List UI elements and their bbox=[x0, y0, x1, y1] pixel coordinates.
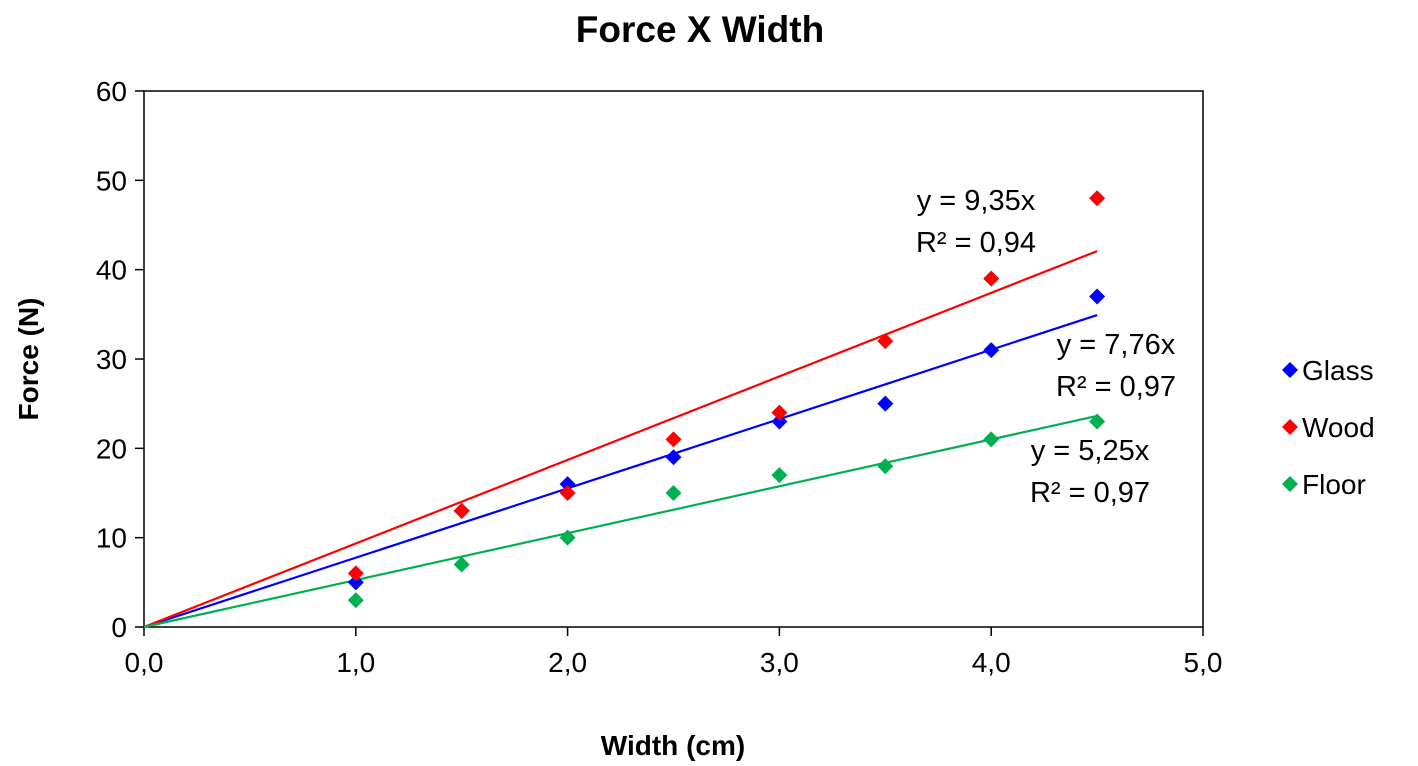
x-tick-label: 3,0 bbox=[760, 647, 799, 678]
y-axis-title: Force (N) bbox=[13, 298, 44, 421]
wood-trendline bbox=[143, 250, 1098, 629]
legend-label: Floor bbox=[1302, 469, 1366, 500]
y-tick-label: 30 bbox=[96, 344, 127, 375]
chart-title: Force X Width bbox=[576, 9, 824, 50]
y-tick-label: 0 bbox=[111, 612, 127, 643]
wood-trendline-equation: y = 9,35x bbox=[917, 185, 1036, 217]
legend-item-glass: Glass bbox=[1282, 355, 1374, 386]
y-tick-label: 40 bbox=[96, 255, 127, 286]
glass-trendline-equation: y = 7,76x bbox=[1057, 329, 1176, 361]
glass-data-point bbox=[771, 413, 788, 430]
wood-data-point bbox=[771, 404, 788, 421]
y-tick-label: 60 bbox=[96, 76, 127, 107]
x-tick-label: 1,0 bbox=[336, 647, 375, 678]
plot-area bbox=[143, 90, 1204, 628]
legend-label: Wood bbox=[1302, 412, 1375, 443]
wood-data-point bbox=[559, 485, 576, 501]
legend: Glass Wood Floor bbox=[1282, 355, 1375, 500]
glass-data-point bbox=[665, 449, 682, 466]
floor-data-point bbox=[347, 592, 364, 609]
floor-data-point bbox=[771, 467, 788, 484]
glass-data-point bbox=[559, 476, 576, 493]
y-axis: 0 10 20 30 40 50 60 bbox=[96, 76, 144, 643]
x-axis: 0,0 1,0 2,0 3,0 4,0 5,0 bbox=[125, 627, 1223, 678]
glass-data-point bbox=[1089, 288, 1106, 305]
legend-item-floor: Floor bbox=[1282, 469, 1366, 500]
wood-data-point bbox=[983, 270, 1000, 287]
trendlines bbox=[143, 250, 1098, 629]
floor-data-point bbox=[665, 485, 682, 501]
floor-data-point bbox=[877, 458, 894, 475]
glass-data-point bbox=[983, 342, 1000, 359]
legend-item-wood: Wood bbox=[1282, 412, 1375, 443]
legend-label: Glass bbox=[1302, 355, 1374, 386]
floor-data-point bbox=[559, 529, 576, 546]
wood-data-point bbox=[877, 333, 894, 350]
glass-trendline bbox=[143, 314, 1098, 629]
x-axis-title: Width (cm) bbox=[601, 730, 745, 761]
wood-data-point bbox=[453, 502, 470, 519]
legend-marker bbox=[1282, 419, 1298, 435]
x-tick-label: 0,0 bbox=[125, 647, 164, 678]
floor-data-point bbox=[453, 556, 470, 573]
glass-data-point bbox=[347, 574, 364, 591]
y-tick-label: 50 bbox=[96, 165, 127, 196]
wood-data-point bbox=[1089, 190, 1106, 207]
wood-data-point bbox=[665, 431, 682, 448]
wood-trendline-r2: R² = 0,94 bbox=[916, 227, 1036, 259]
floor-data-point bbox=[983, 431, 1000, 448]
legend-marker bbox=[1282, 362, 1298, 378]
legend-marker bbox=[1282, 476, 1298, 492]
y-tick-label: 20 bbox=[96, 433, 127, 464]
y-tick-label: 10 bbox=[96, 523, 127, 554]
floor-trendline bbox=[143, 414, 1098, 629]
trendline-labels: y = 7,76x R² = 0,97 y = 9,35x R² = 0,94 y = … bbox=[916, 185, 1176, 509]
data-points bbox=[347, 190, 1106, 609]
floor-trendline-r2: R² = 0,97 bbox=[1030, 477, 1150, 509]
wood-data-point bbox=[347, 565, 364, 582]
x-tick-label: 5,0 bbox=[1184, 647, 1223, 678]
glass-trendline-r2: R² = 0,97 bbox=[1056, 371, 1176, 403]
floor-data-point bbox=[1089, 413, 1106, 430]
x-tick-label: 4,0 bbox=[972, 647, 1011, 678]
floor-trendline-equation: y = 5,25x bbox=[1031, 435, 1150, 467]
glass-data-point bbox=[877, 395, 894, 412]
x-tick-label: 2,0 bbox=[548, 647, 587, 678]
